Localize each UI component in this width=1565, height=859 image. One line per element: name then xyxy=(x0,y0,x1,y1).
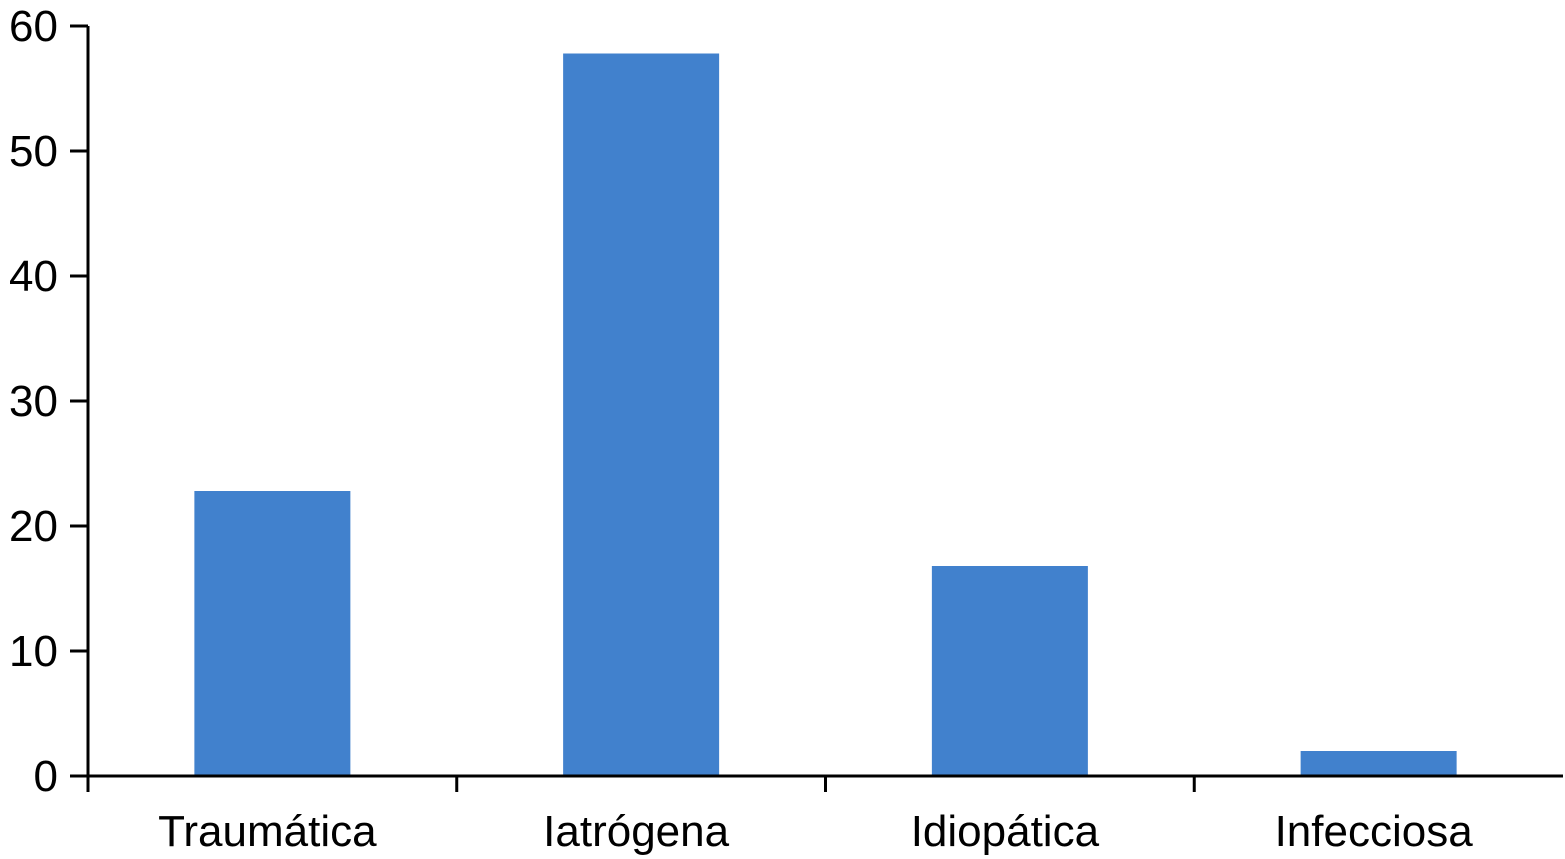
bar-infecciosa xyxy=(1300,751,1457,776)
x-category-label: Iatrógena xyxy=(543,807,729,856)
y-tick-label: 10 xyxy=(9,627,58,676)
y-tick-label: 0 xyxy=(34,752,58,801)
y-tick-label: 40 xyxy=(9,252,58,301)
bar-idiopática xyxy=(931,566,1088,776)
x-category-label: Idiopática xyxy=(911,807,1100,856)
bar-traumática xyxy=(194,491,351,776)
y-tick-label: 30 xyxy=(9,377,58,426)
x-category-label: Infecciosa xyxy=(1275,807,1474,856)
bar-iatrógena xyxy=(563,53,720,776)
bars-group xyxy=(194,53,1457,776)
y-tick-label: 50 xyxy=(9,127,58,176)
x-category-label: Traumática xyxy=(158,807,377,856)
y-tick-label: 20 xyxy=(9,502,58,551)
y-tick-label: 60 xyxy=(9,2,58,51)
x-axis: Traumática Iatrógena Idiopática Infecciosa xyxy=(86,774,1563,856)
y-axis: 0 10 20 30 40 50 60 xyxy=(9,2,90,801)
